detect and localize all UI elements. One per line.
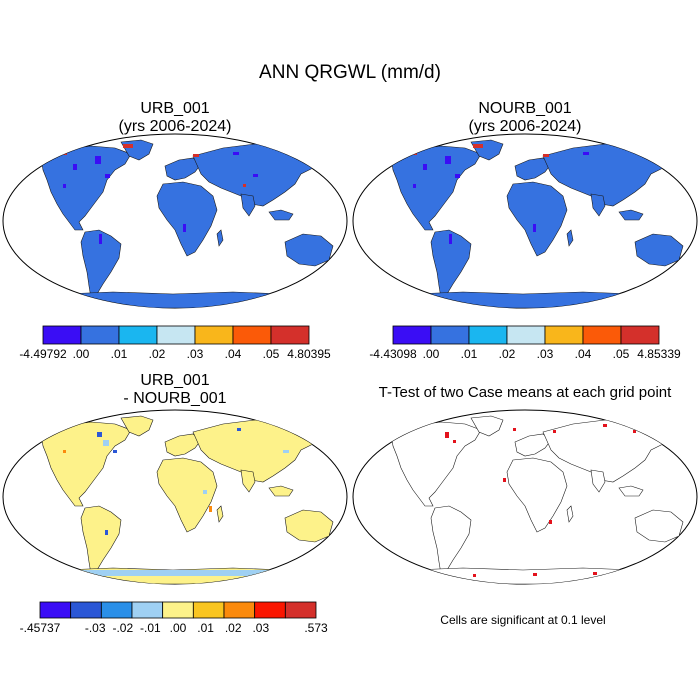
colorbar-swatch <box>39 601 72 619</box>
colorbar-swatch <box>392 325 432 345</box>
colorbar-nourb: -4.43098 .00 .01 .02 .03 .04 .05 4.85339 <box>369 325 681 361</box>
panel-title-ttest: T-Test of two Case means at each grid po… <box>378 384 672 401</box>
colorbar-label: -4.43098 <box>369 347 417 361</box>
colorbar-label: .05 <box>263 347 280 361</box>
colorbar-swatch <box>506 325 546 345</box>
colorbar-swatch <box>620 325 660 345</box>
colorbar-label: .573 <box>304 621 328 635</box>
colorbar-swatch <box>223 601 256 619</box>
colorbar-swatch <box>270 325 310 345</box>
colorbar-label: .00 <box>170 621 187 635</box>
colorbar-urb: -4.49792 .00 .01 .02 .03 .04 .05 4.80395 <box>19 325 331 361</box>
colorbar-swatch <box>80 325 120 345</box>
colorbar-label: 4.80395 <box>287 347 331 361</box>
high-negative-cells <box>413 152 589 244</box>
panel-title-urb: URB_001 (yrs 2006-2024) <box>45 100 305 136</box>
panel-title-line2: (yrs 2006-2024) <box>468 118 582 135</box>
colorbar-label: .04 <box>575 347 592 361</box>
high-negative-cells <box>63 152 258 244</box>
colorbar-label: .03 <box>537 347 554 361</box>
map-ttest <box>352 409 698 585</box>
colorbar-label: .00 <box>73 347 90 361</box>
colorbar-label: .01 <box>111 347 128 361</box>
colorbar-label: .03 <box>187 347 204 361</box>
map-difference <box>2 409 348 585</box>
colorbar-swatch <box>192 601 225 619</box>
colorbar-label: .02 <box>499 347 516 361</box>
panel-title-diff: URB_001 - NOURB_001 <box>45 372 305 408</box>
colorbar-label: .05 <box>613 347 630 361</box>
colorbar-label: .03 <box>252 621 269 635</box>
map-nourb <box>352 133 698 309</box>
figure-title: ANN QRGWL (mm/d) <box>259 62 441 83</box>
significance-note: Cells are significant at 0.1 level <box>440 613 606 627</box>
colorbar-label: -4.49792 <box>19 347 67 361</box>
colorbar-swatch <box>468 325 508 345</box>
colorbar-swatch <box>544 325 584 345</box>
colorbar-label: .02 <box>149 347 166 361</box>
slight-negative-cells <box>23 440 343 576</box>
colorbar-swatch <box>70 601 102 619</box>
negative-cells <box>97 428 241 535</box>
colorbar-swatch <box>42 325 82 345</box>
colorbar-swatch <box>100 601 133 619</box>
panel-title-line2: (yrs 2006-2024) <box>118 118 232 135</box>
colorbar-label: -.02 <box>112 621 133 635</box>
colorbar-swatch <box>156 325 196 345</box>
colorbar-swatch <box>194 325 234 345</box>
panel-title-line1: NOURB_001 <box>478 100 572 117</box>
panel-title-line1: URB_001 <box>140 372 210 389</box>
colorbar-swatch <box>430 325 470 345</box>
colorbar-label: 4.85339 <box>637 347 681 361</box>
panel-title-line1: URB_001 <box>140 100 210 117</box>
colorbar-swatch <box>131 601 164 619</box>
colorbar-swatch <box>232 325 272 345</box>
colorbar-label: -.45737 <box>20 621 61 635</box>
colorbar-label: -.03 <box>85 621 106 635</box>
colorbar-label: -.01 <box>140 621 161 635</box>
colorbar-swatch <box>118 325 158 345</box>
colorbar-label: .01 <box>197 621 214 635</box>
positive-cells <box>63 450 212 512</box>
panel-title-nourb: NOURB_001 (yrs 2006-2024) <box>395 100 655 136</box>
colorbar-swatch <box>162 601 194 619</box>
colorbar-label: .04 <box>225 347 242 361</box>
panel-title-line2: - NOURB_001 <box>123 390 227 407</box>
colorbar-difference: -.45737 -.03 -.02 -.01 .00 .01 .02 .03 .573 <box>20 601 328 635</box>
colorbar-label: .00 <box>423 347 440 361</box>
colorbar-swatch <box>582 325 622 345</box>
colorbar-label: .01 <box>461 347 478 361</box>
colorbar-label: .02 <box>225 621 242 635</box>
map-urb <box>2 133 348 309</box>
colorbar-swatch <box>284 601 317 619</box>
colorbar-swatch <box>254 601 286 619</box>
